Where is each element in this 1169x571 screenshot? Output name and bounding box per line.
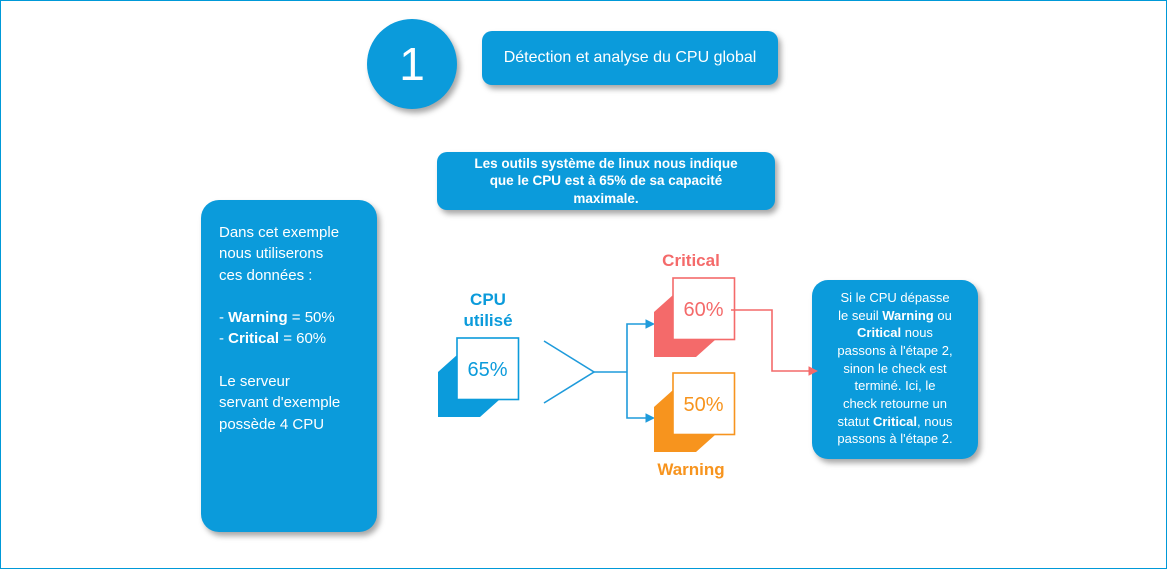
svg-text:50%: 50%: [683, 394, 723, 416]
svg-text:60%: 60%: [683, 299, 723, 321]
